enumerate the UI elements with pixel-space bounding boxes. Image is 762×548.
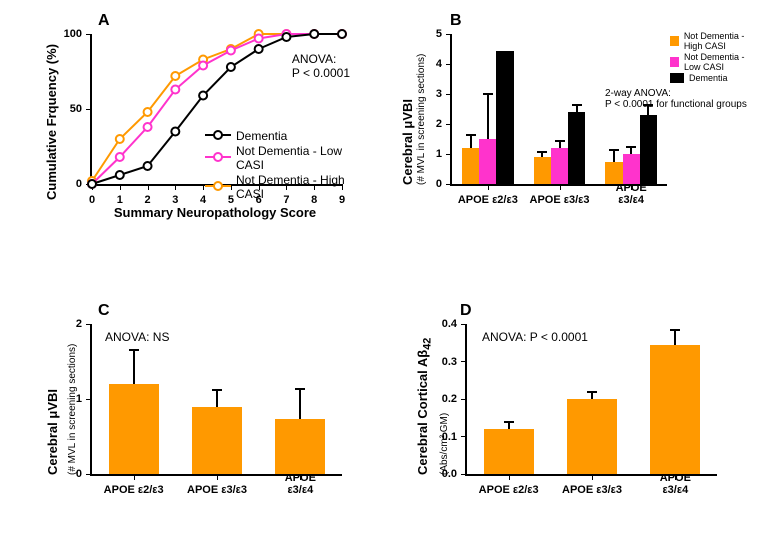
panel-b-ylabel: Cerebral μVBI (# MVL in screening sectio… — [400, 54, 427, 185]
panel-b-annotation: 2-way ANOVA: P < 0.0001 for functional g… — [605, 88, 747, 110]
panel-d-plot: 0.00.10.20.30.4APOE ε2/ε3APOE ε3/ε3APOE … — [465, 324, 717, 476]
legend-swatch-low-casi — [670, 57, 679, 67]
legend-item-low-casi: Not Dementia - Low CASI — [670, 52, 750, 72]
legend-marker-low-casi — [205, 151, 231, 165]
panel-a-legend: Dementia Not Dementia - Low CASI Not Dem… — [205, 128, 370, 202]
legend-item-low-casi: Not Dementia - Low CASI — [205, 144, 370, 172]
panel-a: A Cumulative Frquency (%) 01234567890501… — [20, 10, 370, 250]
legend-item-high-casi: Not Dementia - High CASI — [205, 173, 370, 201]
panel-a-annotation: ANOVA: P < 0.0001 — [292, 52, 350, 80]
panel-d: D Cerebral Cortical Aβ42 (Abs/cm² GM) 0.… — [390, 300, 750, 540]
legend-label-high-casi: Not Dementia - High CASI — [236, 173, 370, 201]
legend-label-low-casi: Not Dementia - Low CASI — [236, 144, 370, 172]
legend-label-dementia: Dementia — [236, 129, 287, 143]
panel-b-plot: 012345APOE ε2/ε3APOE ε3/ε3APOE ε3/ε4 — [450, 34, 667, 186]
panel-a-xlabel: Summary Neuropathology Score — [90, 205, 340, 220]
panel-b-legend: Not Dementia - High CASI Not Dementia - … — [670, 30, 750, 84]
panel-label-a: A — [98, 12, 110, 30]
legend-item-dementia: Dementia — [205, 129, 370, 143]
panel-c-annotation: ANOVA: NS — [105, 330, 169, 344]
panel-label-c: C — [98, 302, 110, 320]
legend-label-low-casi: Not Dementia - Low CASI — [684, 52, 750, 72]
panel-b: B Cerebral μVBI (# MVL in screening sect… — [390, 10, 750, 250]
legend-swatch-dementia — [670, 73, 684, 83]
panel-label-d: D — [460, 302, 472, 320]
panel-label-b: B — [450, 12, 462, 30]
legend-swatch-high-casi — [670, 36, 679, 46]
panel-d-annotation: ANOVA: P < 0.0001 — [482, 330, 588, 344]
legend-item-dementia: Dementia — [670, 73, 750, 83]
legend-item-high-casi: Not Dementia - High CASI — [670, 31, 750, 51]
panel-c: C Cerebral μVBI (# MVL in screening sect… — [20, 300, 370, 540]
panel-c-plot: 012APOE ε2/ε3APOE ε3/ε3APOE ε3/ε4 — [90, 324, 342, 476]
figure: { "colors": { "dementia": "#000000", "lo… — [0, 0, 762, 548]
legend-label-high-casi: Not Dementia - High CASI — [684, 31, 750, 51]
legend-marker-high-casi — [205, 180, 231, 194]
panel-c-ylabel: Cerebral μVBI (# MVL in screening sectio… — [44, 344, 80, 475]
legend-marker-dementia — [205, 129, 231, 143]
legend-label-dementia: Dementia — [689, 73, 728, 83]
panel-a-ylabel: Cumulative Frquency (%) — [44, 44, 59, 200]
